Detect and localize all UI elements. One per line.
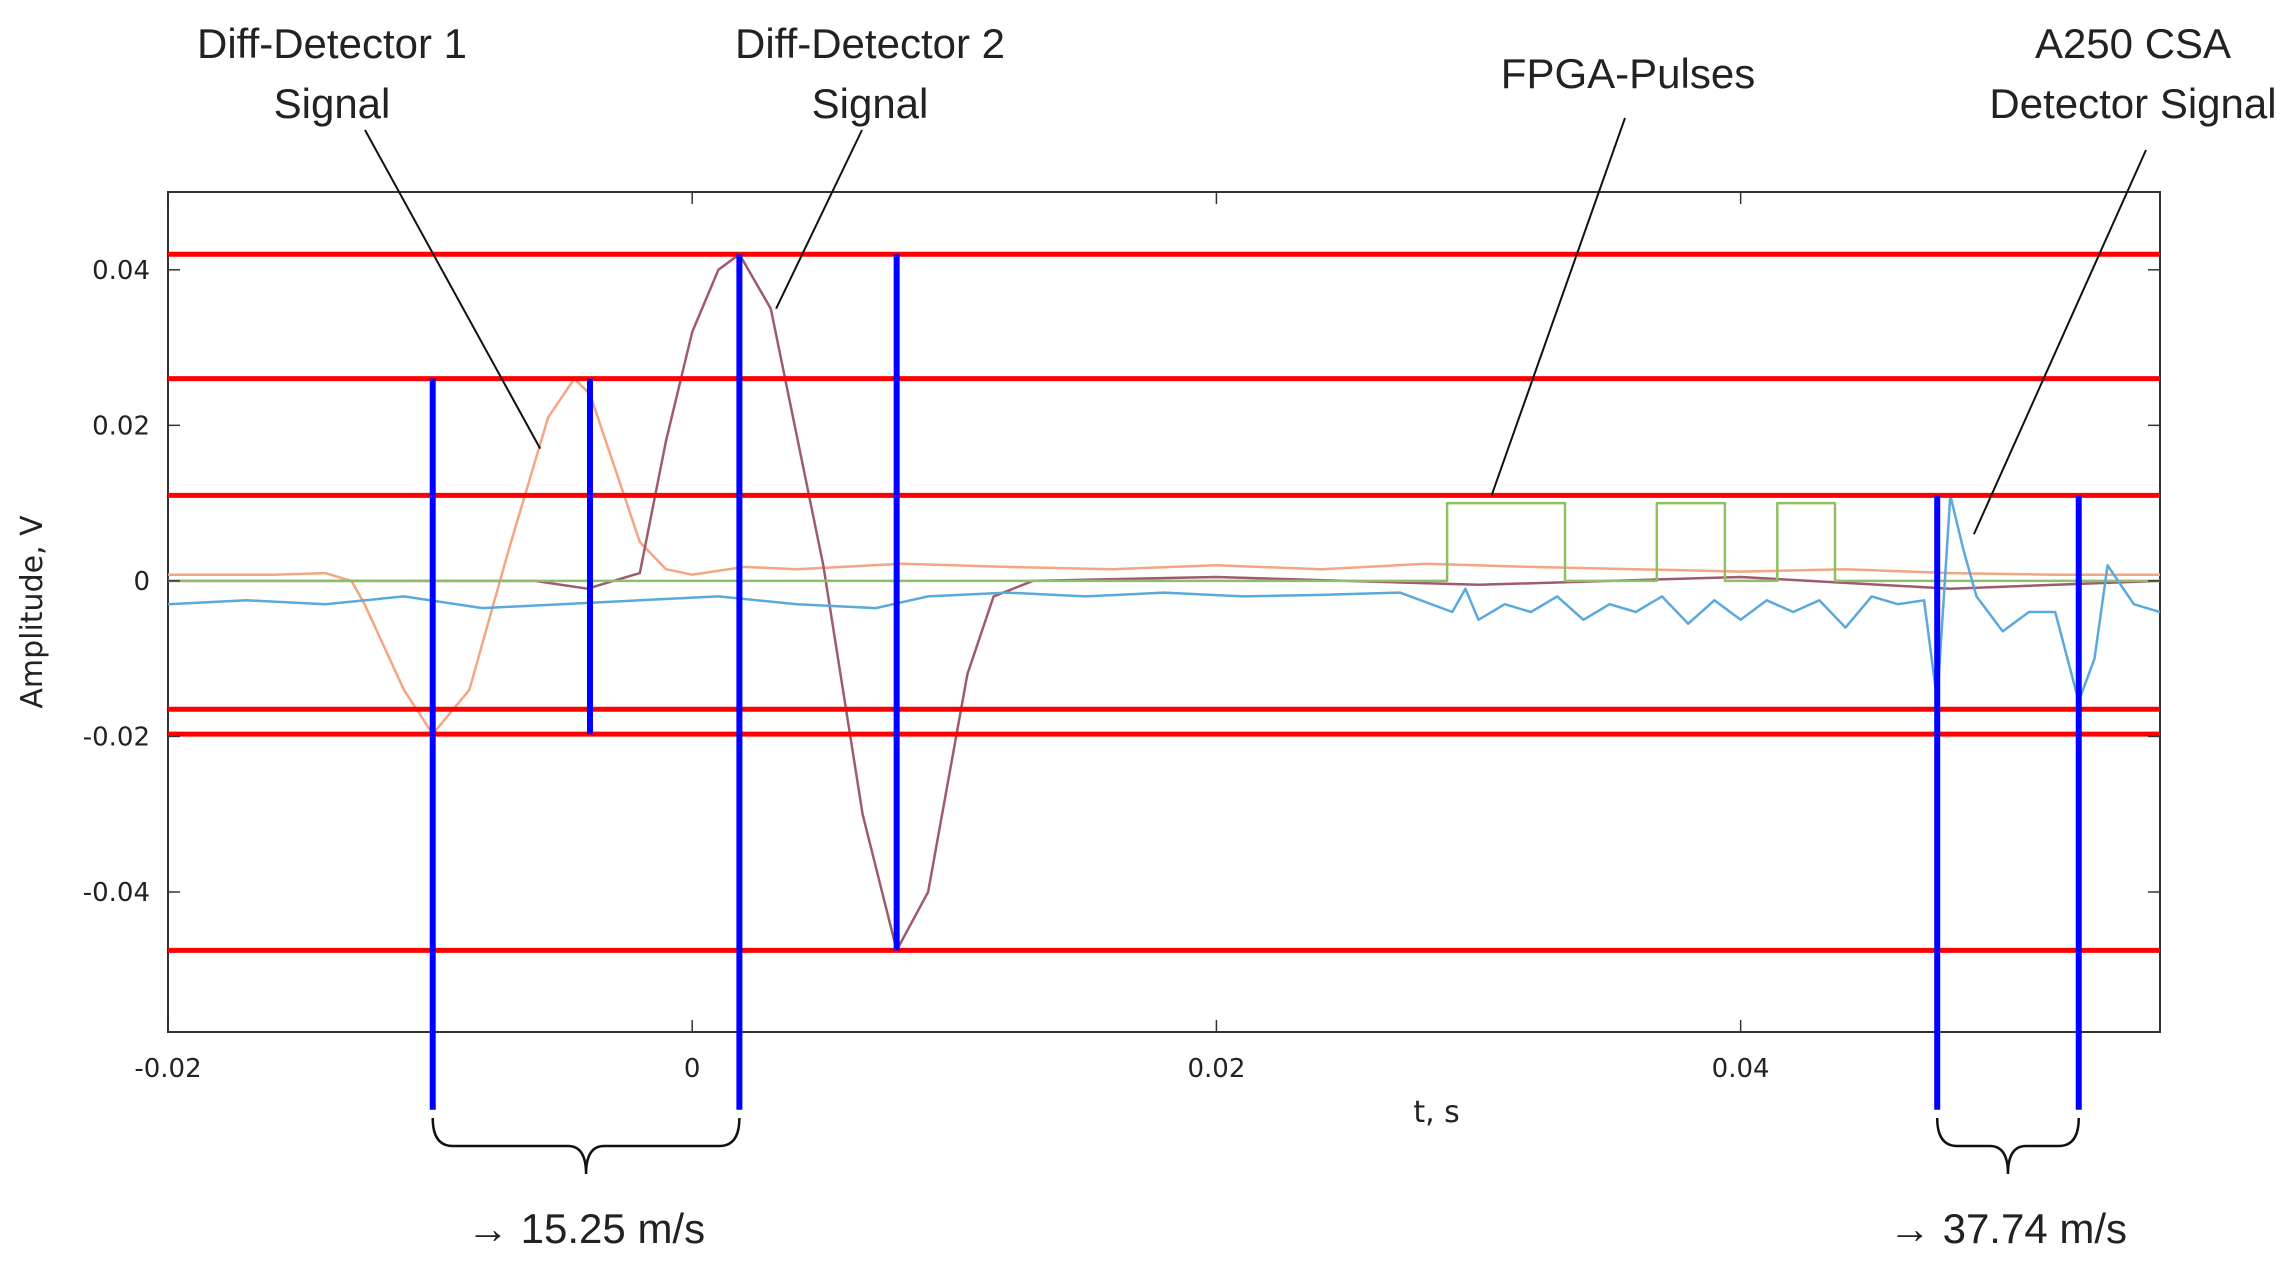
annotation-leader — [1490, 117, 1626, 496]
series-line-fpga-pulses — [168, 501, 2160, 583]
speed-bracket: → 15.25 m/s — [431, 1117, 741, 1252]
y-tick-label: 0.04 — [92, 256, 150, 286]
annotation-text: FPGA-Pulses — [1501, 50, 1755, 97]
y-tick-label: 0.02 — [92, 411, 150, 441]
annotation-text: Detector Signal — [1989, 80, 2276, 127]
annotation-text: A250 CSA — [2035, 20, 2231, 67]
annotation-dd2: Diff-Detector 2 Signal — [735, 20, 1005, 310]
bracket-layer: → 15.25 m/s → 37.74 m/s — [431, 1117, 2127, 1252]
marker-layer — [429, 254, 2082, 1110]
series-layer — [167, 252, 2161, 952]
speed-label: → 15.25 m/s — [467, 1205, 705, 1252]
y-tick-label: -0.02 — [83, 722, 150, 752]
bracket-path — [431, 1117, 741, 1175]
x-tick-label: -0.02 — [134, 1054, 201, 1084]
annotation-a250: A250 CSA Detector Signal — [1972, 20, 2277, 535]
annotation-text: Signal — [274, 80, 391, 127]
annotation-text: Diff-Detector 1 — [197, 20, 467, 67]
annotation-text: Diff-Detector 2 — [735, 20, 1005, 67]
annotation-leader — [1972, 149, 2147, 535]
y-tick-label: -0.04 — [83, 878, 150, 908]
series-line-diff-detector-2-signal — [168, 252, 2161, 952]
annotation-dd1: Diff-Detector 1 Signal — [197, 20, 542, 450]
annotation-layer: Diff-Detector 1 Signal Diff-Detector 2 Sign… — [197, 20, 2277, 535]
speed-label: → 37.74 m/s — [1889, 1205, 2127, 1252]
speed-bracket: → 37.74 m/s — [1889, 1117, 2127, 1252]
bracket-path — [1935, 1117, 2080, 1175]
plot-area — [167, 191, 2161, 1033]
tick-layer: -0.02 0 0.02 0.04 0.04 0.02 0 -0.02 -0.04 — [83, 192, 2160, 1084]
series-line-a250-csa-detector-signal — [167, 494, 2161, 703]
annotation-fpga: FPGA-Pulses — [1490, 50, 1755, 496]
x-tick-label: 0.02 — [1187, 1054, 1245, 1084]
x-axis-label: t, s — [1413, 1095, 1459, 1130]
threshold-layer — [168, 251, 2160, 953]
y-axis-label: Amplitude, V — [15, 515, 50, 709]
x-tick-label: 0.04 — [1712, 1054, 1770, 1084]
y-tick-label: 0 — [133, 567, 150, 597]
annotation-leader — [364, 129, 542, 450]
x-tick-label: 0 — [684, 1054, 701, 1084]
series-line-diff-detector-1-signal — [168, 377, 2160, 736]
annotation-text: Signal — [812, 80, 929, 127]
annotation-leader — [775, 129, 863, 310]
